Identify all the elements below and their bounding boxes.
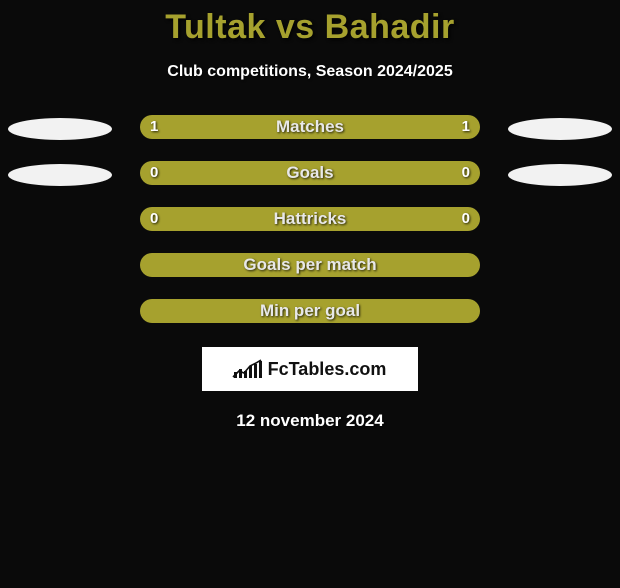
stat-row: Hattricks00	[0, 207, 620, 231]
stat-value-left: 0	[150, 207, 158, 231]
stat-bar	[140, 253, 480, 277]
page-title: Tultak vs Bahadir	[0, 8, 620, 47]
stat-value-right: 1	[462, 115, 470, 139]
stat-value-left: 1	[150, 115, 158, 139]
logo-bar-icon	[259, 361, 262, 378]
stat-value-right: 0	[462, 161, 470, 185]
logo-box: FcTables.com	[202, 347, 418, 391]
stat-bar-left	[140, 161, 310, 185]
stat-row: Goals00	[0, 161, 620, 185]
stat-bar-right	[310, 115, 480, 139]
stat-bar-right	[310, 161, 480, 185]
stat-row: Matches11	[0, 115, 620, 139]
stat-bar	[140, 115, 480, 139]
stat-value-left: 0	[150, 161, 158, 185]
stat-bar-left	[140, 299, 310, 323]
logo-bar-icon	[244, 371, 247, 378]
stat-row: Min per goal	[0, 299, 620, 323]
team-oval-left	[8, 118, 112, 140]
stat-bar	[140, 299, 480, 323]
stat-bar-left	[140, 115, 310, 139]
stat-bar-right	[310, 207, 480, 231]
stat-bar	[140, 161, 480, 185]
logo-chart-icon	[234, 361, 262, 378]
stat-bar-left	[140, 207, 310, 231]
stat-rows-container: Matches11Goals00Hattricks00Goals per mat…	[0, 115, 620, 323]
logo-text: FcTables.com	[268, 359, 387, 380]
stat-row: Goals per match	[0, 253, 620, 277]
date-text: 12 november 2024	[0, 411, 620, 431]
team-oval-right	[508, 164, 612, 186]
stat-bar-right	[310, 253, 480, 277]
team-oval-left	[8, 164, 112, 186]
logo-bar-icon	[234, 372, 237, 378]
stat-bar-left	[140, 253, 310, 277]
logo-bar-icon	[254, 364, 257, 378]
team-oval-right	[508, 118, 612, 140]
logo-bar-icon	[249, 366, 252, 378]
stat-bar-right	[310, 299, 480, 323]
stat-bar	[140, 207, 480, 231]
page-subtitle: Club competitions, Season 2024/2025	[0, 63, 620, 81]
stat-value-right: 0	[462, 207, 470, 231]
logo-bar-icon	[239, 369, 242, 378]
